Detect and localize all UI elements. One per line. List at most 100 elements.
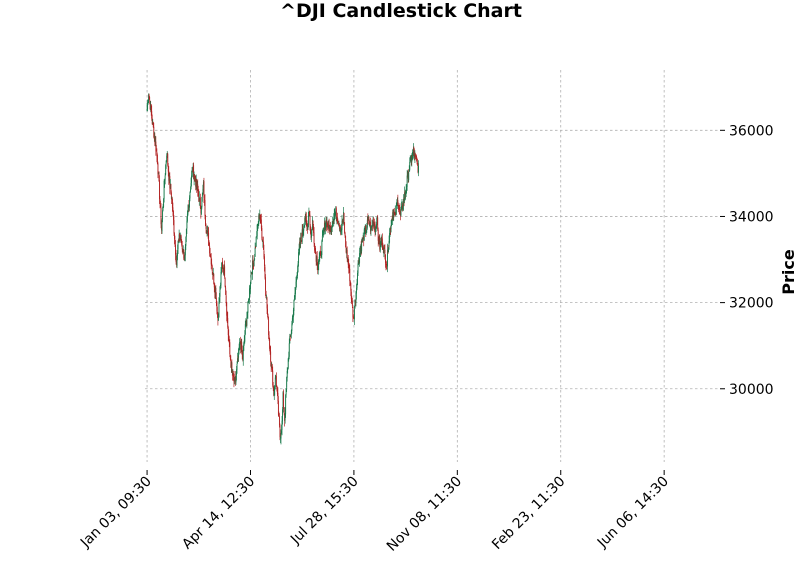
candle-body	[252, 260, 254, 275]
candle-body	[190, 183, 192, 190]
candle-body	[286, 370, 288, 378]
candle-body	[322, 231, 324, 233]
candle-body	[171, 199, 173, 208]
candle-body	[169, 176, 171, 189]
candle-body	[349, 268, 351, 282]
candle-body	[181, 245, 183, 250]
candle-body	[168, 170, 170, 181]
candle-body	[395, 212, 397, 216]
candle-body	[341, 220, 343, 230]
candle-body	[395, 205, 397, 215]
candle-body	[177, 240, 179, 250]
candle-body	[222, 267, 224, 269]
candle-body	[283, 407, 285, 414]
candle-body	[416, 158, 418, 162]
candle-body	[416, 155, 417, 160]
candle-body	[302, 228, 304, 232]
candle-body	[280, 432, 282, 439]
candle-body	[225, 287, 227, 295]
candle-body	[336, 217, 338, 220]
candle-body	[337, 224, 339, 226]
candle-body	[318, 256, 320, 262]
candle-body	[159, 180, 160, 200]
candle-body	[295, 287, 296, 295]
candle-body	[239, 342, 241, 350]
candle-body	[155, 150, 157, 152]
candle-body	[366, 219, 368, 228]
candle-body	[346, 249, 348, 260]
candle-body	[151, 118, 153, 125]
candle-body	[411, 153, 413, 159]
candle-body	[387, 249, 388, 267]
candle-body	[268, 335, 270, 340]
candle-body	[370, 226, 372, 232]
candle-body	[363, 235, 365, 241]
candle-body	[408, 170, 410, 172]
candle-body	[397, 205, 399, 207]
candle-body	[390, 227, 392, 231]
candle-body	[212, 273, 214, 276]
candle-body	[182, 249, 184, 253]
candle-body	[171, 198, 173, 199]
candle-body	[329, 226, 331, 233]
candle-body	[318, 261, 320, 265]
candle-body	[235, 375, 237, 383]
candle-body	[333, 218, 335, 222]
candle-body	[193, 165, 195, 179]
candle-body	[387, 250, 389, 253]
candle-body	[212, 272, 214, 275]
candle-body	[230, 362, 232, 369]
candle-body	[297, 263, 299, 273]
candle-body	[409, 161, 411, 170]
candle-body	[262, 242, 264, 244]
candle-body	[172, 210, 174, 221]
candle-body	[276, 386, 278, 390]
candle-body	[267, 315, 269, 319]
candle-body	[325, 222, 326, 231]
candle-body	[373, 221, 375, 226]
candle-body	[166, 155, 168, 162]
candle-body	[343, 212, 345, 220]
candle-body	[329, 225, 331, 232]
candle-body	[284, 414, 286, 421]
candle-body	[281, 430, 282, 434]
candle-body	[303, 226, 305, 231]
candle-body	[202, 182, 204, 188]
candle-body	[247, 301, 249, 313]
candle-body	[160, 207, 162, 225]
candle-body	[188, 205, 190, 207]
candle-body	[408, 172, 410, 181]
candle-body	[272, 370, 274, 386]
candle-body	[358, 260, 360, 262]
candle-body	[197, 184, 199, 192]
candle-body	[375, 225, 377, 229]
candle-body	[350, 283, 352, 291]
candle-body	[317, 264, 319, 270]
candle-body	[398, 207, 400, 209]
candle-body	[290, 334, 292, 336]
candle-body	[386, 266, 388, 267]
candle-body	[314, 243, 316, 251]
candle-body	[398, 208, 400, 210]
candle-body	[193, 177, 195, 180]
candle-body	[304, 218, 306, 225]
candle-body	[308, 211, 310, 216]
candle-body	[291, 318, 293, 325]
candle-body	[288, 343, 290, 357]
candle-body	[362, 235, 364, 237]
candle-body	[186, 213, 188, 222]
candle-body	[328, 220, 330, 226]
candle-body	[352, 306, 354, 318]
candle-body	[276, 389, 278, 395]
candle-body	[367, 218, 369, 221]
candle-body	[410, 158, 412, 162]
y-tick-label: 34000	[729, 209, 774, 225]
candle-body	[176, 261, 177, 265]
candle-body	[285, 394, 287, 415]
candle-body	[305, 216, 307, 221]
candle-body	[379, 243, 381, 251]
candle-body	[215, 297, 217, 302]
candle-body	[187, 205, 189, 211]
candle-body	[187, 209, 189, 215]
candle-body	[160, 205, 161, 208]
